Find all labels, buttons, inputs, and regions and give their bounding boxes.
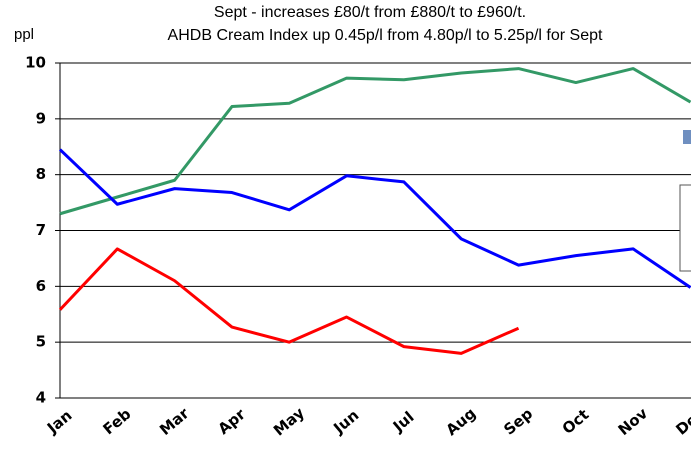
x-tick-label: Apr xyxy=(214,405,249,438)
chart-title: Sept - increases £80/t from £880/t to £9… xyxy=(214,4,526,21)
series-line xyxy=(58,247,520,355)
x-tick-label: Mar xyxy=(156,404,193,439)
x-tick-label: Jul xyxy=(389,408,418,436)
y-tick-label: 10 xyxy=(25,54,46,72)
x-tick-label: Nov xyxy=(615,404,652,439)
y-tick-label: 6 xyxy=(36,277,46,295)
y-axis-label: ppl xyxy=(14,26,34,43)
x-tick-label: Jun xyxy=(329,406,362,438)
series-line xyxy=(59,67,691,216)
series-line xyxy=(58,148,691,289)
x-tick-label: Jan xyxy=(43,406,76,437)
x-tick-label: Feb xyxy=(100,405,135,439)
x-tick-label: Oct xyxy=(559,405,593,437)
y-tick-label: 4 xyxy=(36,389,46,407)
x-tick-label: Sep xyxy=(500,404,536,438)
x-tick-label: Dec xyxy=(672,405,691,439)
legend-box xyxy=(679,184,691,272)
y-tick-label: 5 xyxy=(36,333,46,351)
chart-subtitle: AHDB Cream Index up 0.45p/l from 4.80p/l… xyxy=(168,27,603,44)
y-tick-label: 8 xyxy=(36,165,46,183)
y-tick-label: 7 xyxy=(36,221,46,239)
x-tick-label: May xyxy=(270,404,308,440)
legend-icon xyxy=(683,130,691,144)
x-tick-label: Aug xyxy=(442,404,479,439)
y-tick-label: 9 xyxy=(36,109,46,127)
